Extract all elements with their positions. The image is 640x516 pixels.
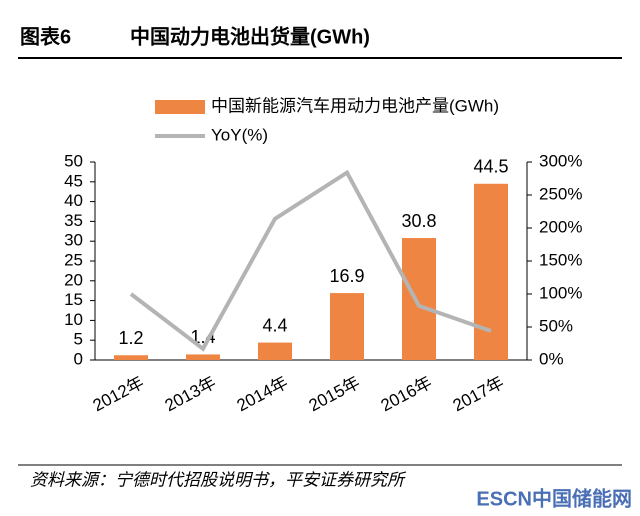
x-tick-label: 2013年 [162,373,219,416]
line [129,169,492,352]
x-tick-label: 2017年 [450,373,507,416]
y-tick-label: 5 [74,330,83,349]
legend-label: YoY(%) [211,125,268,144]
value-label: 4.4 [262,315,287,335]
y2-tick-label: 200% [539,217,582,236]
value-label: 30.8 [401,211,436,231]
figure-label: 图表6 [20,24,71,48]
value-label: 1.2 [118,328,143,348]
y2-tick-label: 250% [539,184,582,203]
y-tick-label: 30 [64,231,83,250]
y-tick-label: 0 [74,349,83,368]
bar [186,354,220,360]
x-tick-label: 2015年 [306,373,363,416]
x-tick-label: 2016年 [378,373,435,416]
y2-tick-label: 300% [539,151,582,170]
x-tick-label: 2012年 [90,373,147,416]
bar [474,183,508,360]
bar [114,355,148,360]
y-tick-label: 45 [64,171,83,190]
watermark: ESCN中国储能网 [476,486,632,510]
legend-swatch [155,100,205,114]
x-tick-label: 2014年 [234,373,291,416]
legend-label: 中国新能源汽车用动力电池产量(GWh) [211,96,499,115]
y-tick-label: 10 [64,310,83,329]
y-tick-label: 40 [64,191,83,210]
y2-tick-label: 100% [539,283,582,302]
bar [258,342,292,360]
y-tick-label: 35 [64,211,83,230]
y-tick-label: 20 [64,270,83,289]
y2-tick-label: 0% [539,349,564,368]
y2-tick-label: 50% [539,316,573,335]
y-tick-label: 25 [64,250,83,269]
y2-tick-label: 150% [539,250,582,269]
source: 资料来源：宁德时代招股说明书，平安证券研究所 [30,470,407,489]
y-tick-label: 15 [64,290,83,309]
bar [402,238,436,360]
chart-title: 中国动力电池出货量(GWh) [130,24,370,48]
value-label: 16.9 [329,266,364,286]
value-label: 44.5 [473,157,508,177]
bar [330,293,364,360]
y-tick-label: 50 [64,151,83,170]
